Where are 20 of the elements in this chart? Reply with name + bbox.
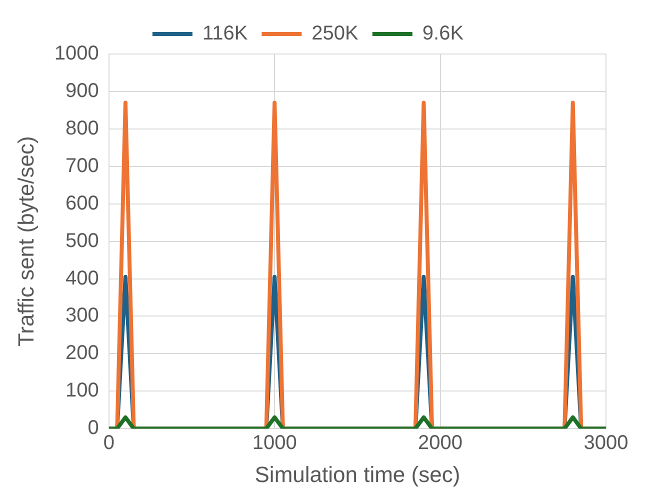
legend-label: 250K: [312, 22, 360, 45]
x-tick-label: 1000: [252, 432, 297, 454]
y-tick-label: 400: [66, 267, 99, 290]
y-tick-label: 700: [66, 154, 99, 177]
legend-label: 9.6K: [422, 22, 464, 45]
y-axis-title: Traffic sent (byte/sec): [13, 136, 38, 346]
y-tick-label: 1000: [54, 42, 99, 65]
y-tick-label: 100: [66, 380, 99, 402]
y-tick-label: 600: [66, 192, 99, 214]
x-axis-title: Simulation time (sec): [254, 462, 460, 487]
y-tick-label: 900: [66, 80, 99, 102]
y-tick-label: 200: [66, 342, 99, 364]
legend-label: 116K: [202, 22, 248, 45]
y-tick-label: 300: [66, 304, 99, 327]
y-tick-label: 0: [88, 417, 99, 440]
x-tick-label: 3000: [584, 432, 628, 454]
x-tick-label: 0: [103, 432, 114, 454]
x-tick-label: 2000: [418, 432, 463, 454]
y-tick-label: 800: [66, 117, 99, 140]
y-tick-label: 500: [66, 230, 99, 252]
